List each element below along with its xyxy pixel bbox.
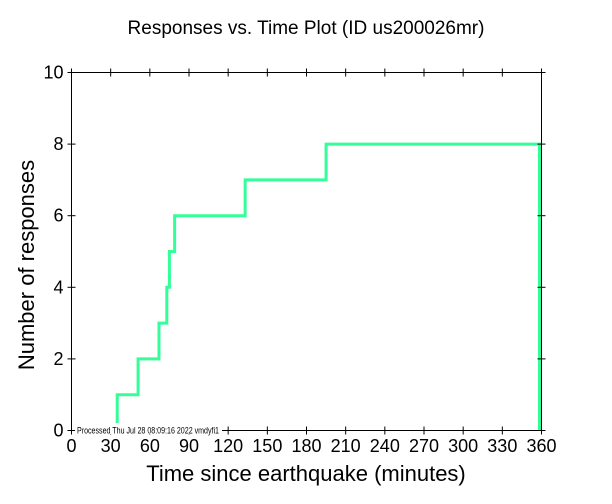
x-tick-label: 150: [252, 436, 282, 456]
chart-title: Responses vs. Time Plot (ID us200026mr): [127, 18, 485, 39]
annotation-mask: [75, 423, 222, 434]
x-tick-label: 60: [140, 436, 160, 456]
x-tick-label: 0: [66, 436, 76, 456]
processed-note: Processed Thu Jul 28 08:09:16 2022 vmdyf…: [77, 426, 219, 436]
y-tick-label: 4: [53, 277, 63, 297]
x-tick-label: 120: [213, 436, 243, 456]
x-tick-label: 270: [409, 436, 439, 456]
y-tick-label: 8: [53, 134, 63, 154]
x-tick-label: 300: [448, 436, 478, 456]
x-tick-label: 30: [101, 436, 121, 456]
x-tick-label: 210: [331, 436, 361, 456]
axes-frame: [71, 72, 542, 431]
y-tick-label: 6: [53, 206, 63, 226]
x-tick-label: 240: [370, 436, 400, 456]
x-axis-label: Time since earthquake (minutes): [146, 461, 466, 486]
response-step-line: [115, 142, 541, 431]
x-tick-label: 90: [179, 436, 199, 456]
x-tick-label: 180: [291, 436, 321, 456]
x-tick-label: 330: [487, 436, 517, 456]
x-tick-label: 360: [526, 436, 556, 456]
y-tick-label: 0: [53, 421, 63, 441]
y-tick-label: 2: [53, 349, 63, 369]
y-tick-label: 10: [43, 63, 63, 83]
